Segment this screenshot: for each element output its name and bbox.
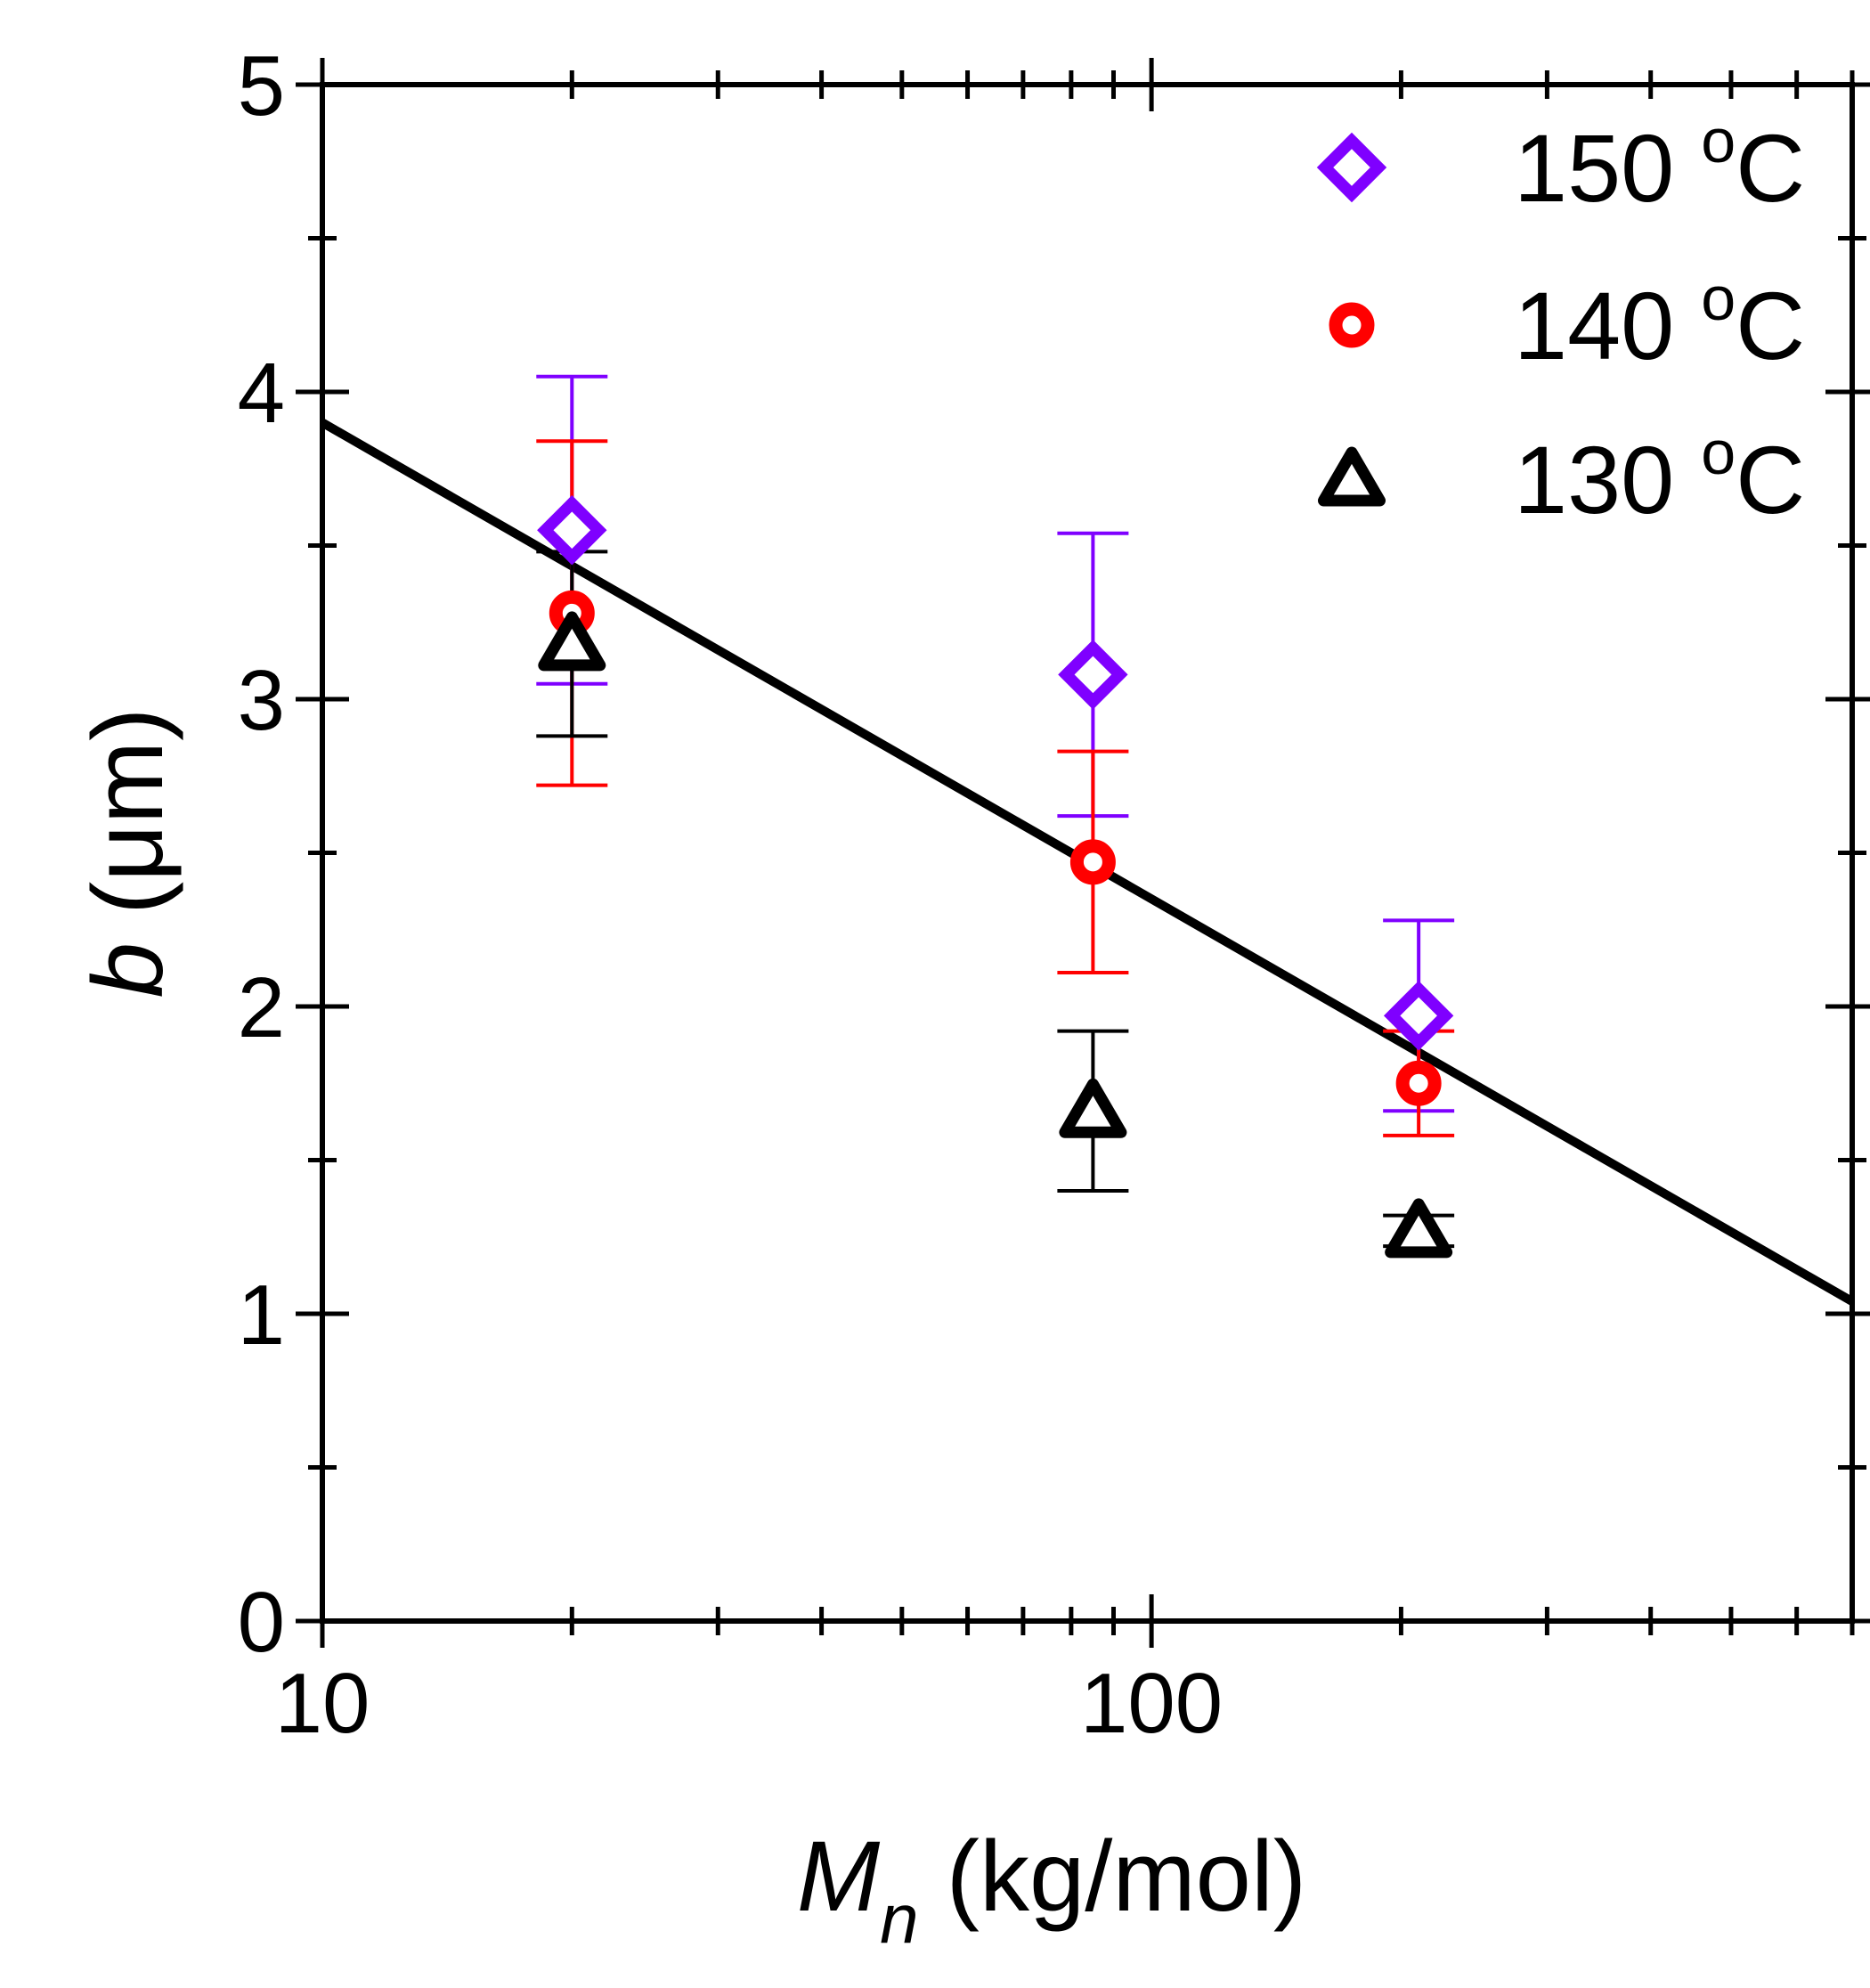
y-axis-var: b — [72, 942, 183, 998]
data-point — [1059, 1078, 1127, 1138]
x-axis-var: M — [797, 1821, 881, 1932]
data-point — [537, 495, 607, 566]
legend-label-number: 150 — [1514, 114, 1701, 222]
legend-marker — [1318, 446, 1386, 507]
x-tick-label: 100 — [1080, 1656, 1223, 1751]
legend-label-unit: C — [1736, 426, 1805, 534]
axis-titles: Mn (kg/mol) b (μm) — [72, 708, 1306, 1958]
y-tick-label: 0 — [238, 1575, 285, 1670]
series-markers-triangle — [538, 611, 1453, 1259]
legend-item: 140 oC — [1329, 264, 1805, 379]
legend-label-number: 130 — [1514, 426, 1701, 534]
legend-label-unit: C — [1736, 272, 1805, 379]
series-markers-circle — [549, 590, 1442, 1106]
legend-marker — [1316, 132, 1387, 203]
y-tick-label: 3 — [238, 653, 285, 748]
legend-label-degree: o — [1701, 106, 1736, 175]
data-point — [538, 611, 606, 672]
data-point — [1058, 640, 1128, 710]
x-axis-subscript: n — [880, 1879, 918, 1958]
y-tick-label: 5 — [238, 38, 285, 134]
y-axis-unit: (μm) — [72, 708, 183, 943]
series-markers-diamond — [537, 495, 1454, 1051]
legend-label: 140 oC — [1514, 264, 1805, 379]
y-tick-label: 1 — [238, 1267, 285, 1363]
series-diamond — [536, 374, 1455, 1113]
plot-frame — [320, 82, 1855, 1624]
y-axis-title: b (μm) — [72, 708, 183, 998]
y-tick-label: 2 — [238, 960, 285, 1055]
legend-marker — [1329, 302, 1375, 348]
x-tick-label: 10 — [275, 1656, 370, 1751]
legend-label-degree: o — [1701, 418, 1736, 487]
legend-label-number: 140 — [1514, 272, 1701, 379]
tick-labels: 0 1 2 3 4 5 10 100 — [238, 38, 1224, 1751]
legend-item: 150 oC — [1316, 106, 1805, 222]
legend-item: 130 oC — [1318, 418, 1805, 534]
legend-label: 130 oC — [1514, 418, 1805, 534]
series-circle — [536, 439, 1455, 1137]
data-point — [1069, 839, 1116, 885]
data-point — [1383, 981, 1454, 1051]
x-axis-unit: (kg/mol) — [919, 1821, 1307, 1932]
data-layer — [536, 374, 1455, 1259]
series-triangle — [536, 550, 1455, 1249]
legend-label-unit: C — [1736, 114, 1805, 222]
y-tick-label: 4 — [238, 346, 285, 441]
x-axis-title: Mn (kg/mol) — [797, 1821, 1306, 1958]
legend-label-degree: o — [1701, 264, 1736, 333]
legend-label: 150 oC — [1514, 106, 1805, 222]
data-point — [1385, 1198, 1453, 1259]
data-point — [1395, 1060, 1442, 1106]
